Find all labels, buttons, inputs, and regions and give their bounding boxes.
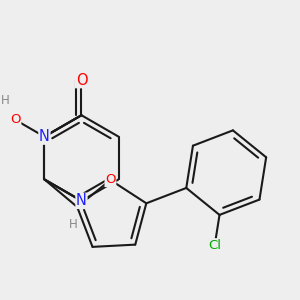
- Text: N: N: [76, 193, 87, 208]
- Text: N: N: [39, 129, 50, 144]
- Text: O: O: [10, 113, 21, 126]
- Text: H: H: [0, 94, 9, 107]
- Text: O: O: [76, 73, 87, 88]
- Text: Cl: Cl: [208, 239, 221, 252]
- Text: O: O: [105, 173, 116, 187]
- Text: H: H: [68, 218, 77, 231]
